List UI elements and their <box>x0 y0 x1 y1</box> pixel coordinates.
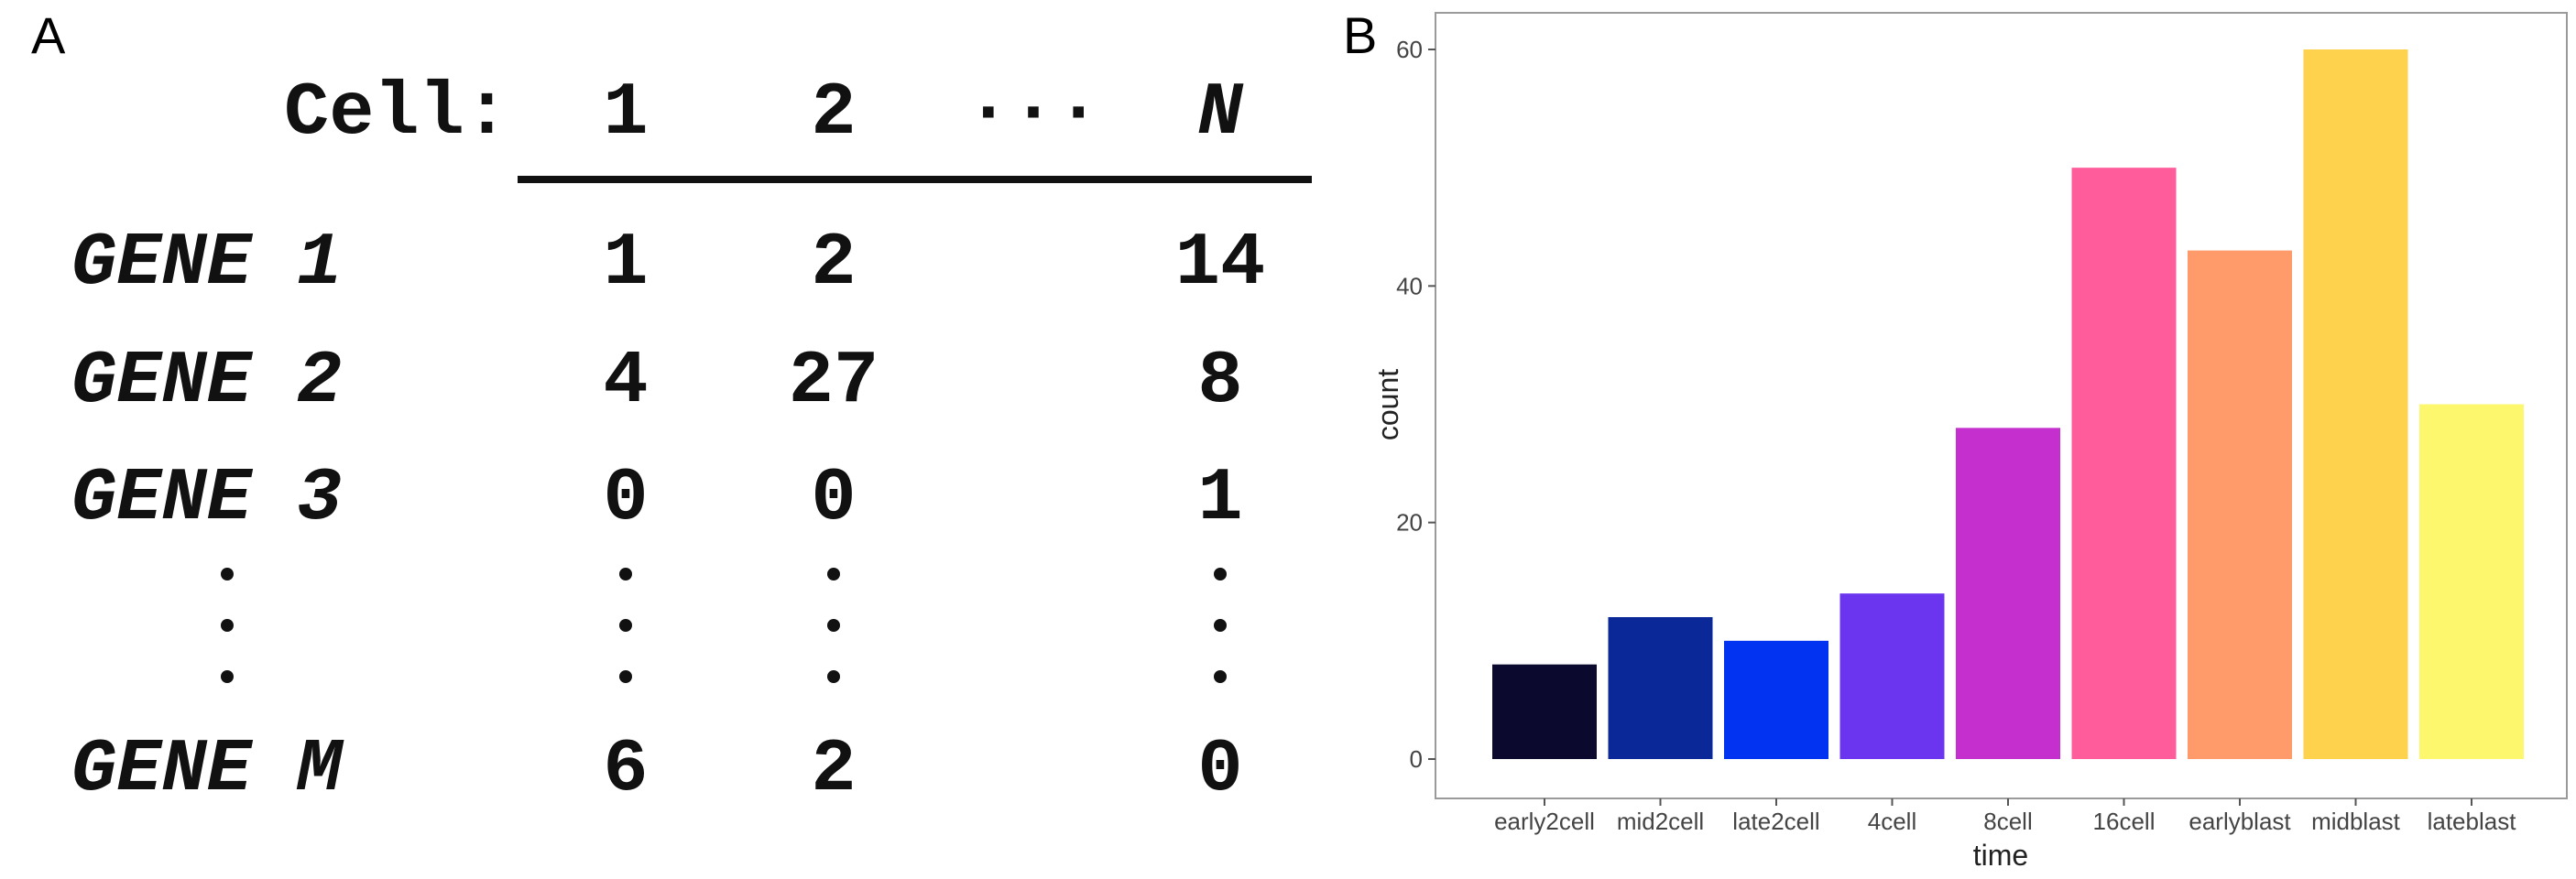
x-tick-label: 16cell <box>2093 808 2156 835</box>
y-tick-label: 40 <box>1396 272 1423 299</box>
bar-8cell <box>1956 428 2060 759</box>
matrix-gene-label: GENE 1 <box>71 221 342 306</box>
matrix-row: GENE 1 1 2 14 <box>71 221 1265 306</box>
matrix-cell: 0 <box>603 456 648 541</box>
matrix-row: GENE 2 4 27 8 <box>71 339 1243 424</box>
matrix-cell: 0 <box>811 456 856 541</box>
count-matrix-figure: Cell: 1 2 ··· N GENE 1 1 2 14 GENE 2 4 2… <box>71 71 1312 812</box>
matrix-cell: 8 <box>1197 339 1242 424</box>
x-axis: early2cell mid2cell late2cell 4cell 8cell 16c… <box>1494 798 2516 835</box>
bar-mid2cell <box>1608 617 1713 759</box>
count-matrix-panel: Cell: 1 2 ··· N GENE 1 1 2 14 GENE 2 4 2… <box>71 71 1312 812</box>
matrix-cell: 2 <box>811 221 856 306</box>
vertical-ellipsis-col-1 <box>619 568 632 683</box>
y-tick-label: 20 <box>1396 509 1423 537</box>
panel-label-b: B <box>1343 6 1378 64</box>
x-tick-label: 4cell <box>1868 808 1916 835</box>
vertical-ellipsis-col-n <box>1214 568 1227 683</box>
bar-lateblast <box>2419 404 2524 759</box>
x-tick-label: earlyblast <box>2189 808 2291 835</box>
plot-frame <box>1435 12 2568 799</box>
matrix-header-col-2: 2 <box>811 71 856 156</box>
bar-midblast <box>2303 49 2408 759</box>
bar-chart-panel: 0 20 40 60 early2cell mid2cell late2cell 4cell… <box>1319 0 2576 879</box>
matrix-gene-label: GENE M <box>71 727 344 812</box>
matrix-gene-label: GENE 2 <box>71 339 342 424</box>
matrix-cell: 4 <box>603 339 648 424</box>
matrix-cell: 27 <box>789 339 879 424</box>
vertical-ellipsis-gene-column <box>221 568 234 683</box>
x-tick-label: lateblast <box>2428 808 2517 835</box>
matrix-row: GENE M 6 2 0 <box>71 727 1243 812</box>
y-tick-label: 0 <box>1410 745 1423 773</box>
x-tick-label: 8cell <box>1983 808 2032 835</box>
matrix-cell: 1 <box>1197 456 1242 541</box>
x-tick-label: early2cell <box>1494 808 1595 835</box>
bars <box>1492 49 2524 759</box>
panel-label-a: A <box>31 6 66 64</box>
x-tick-label: mid2cell <box>1617 808 1704 835</box>
matrix-cell: 14 <box>1175 221 1265 306</box>
y-axis-title: count <box>1371 369 1404 440</box>
x-axis-title: time <box>1973 839 2028 872</box>
matrix-row: GENE 3 0 0 1 <box>71 456 1243 541</box>
bar-late2cell <box>1724 640 1828 759</box>
y-axis: 0 20 40 60 <box>1396 36 1435 773</box>
matrix-header-col-n: N <box>1197 71 1244 156</box>
matrix-header-label: Cell: <box>284 71 509 156</box>
matrix-header-col-1: 1 <box>603 71 648 156</box>
matrix-gene-label: GENE 3 <box>71 456 342 541</box>
bar-4cell <box>1839 593 1945 759</box>
bar-chart: 0 20 40 60 early2cell mid2cell late2cell 4cell… <box>1371 12 2568 872</box>
x-tick-label: midblast <box>2311 808 2401 835</box>
bar-early2cell <box>1492 664 1597 759</box>
bar-earlyblast <box>2188 250 2292 759</box>
matrix-cell: 0 <box>1197 727 1242 812</box>
matrix-cell: 1 <box>603 221 648 306</box>
x-tick-label: late2cell <box>1732 808 1819 835</box>
vertical-ellipsis-col-2 <box>827 568 840 683</box>
matrix-cell: 6 <box>603 727 648 812</box>
matrix-cell: 2 <box>811 727 856 812</box>
matrix-header-col-ellipsis: ··· <box>966 71 1101 156</box>
bar-16cell <box>2071 168 2177 759</box>
y-tick-label: 60 <box>1396 36 1423 63</box>
